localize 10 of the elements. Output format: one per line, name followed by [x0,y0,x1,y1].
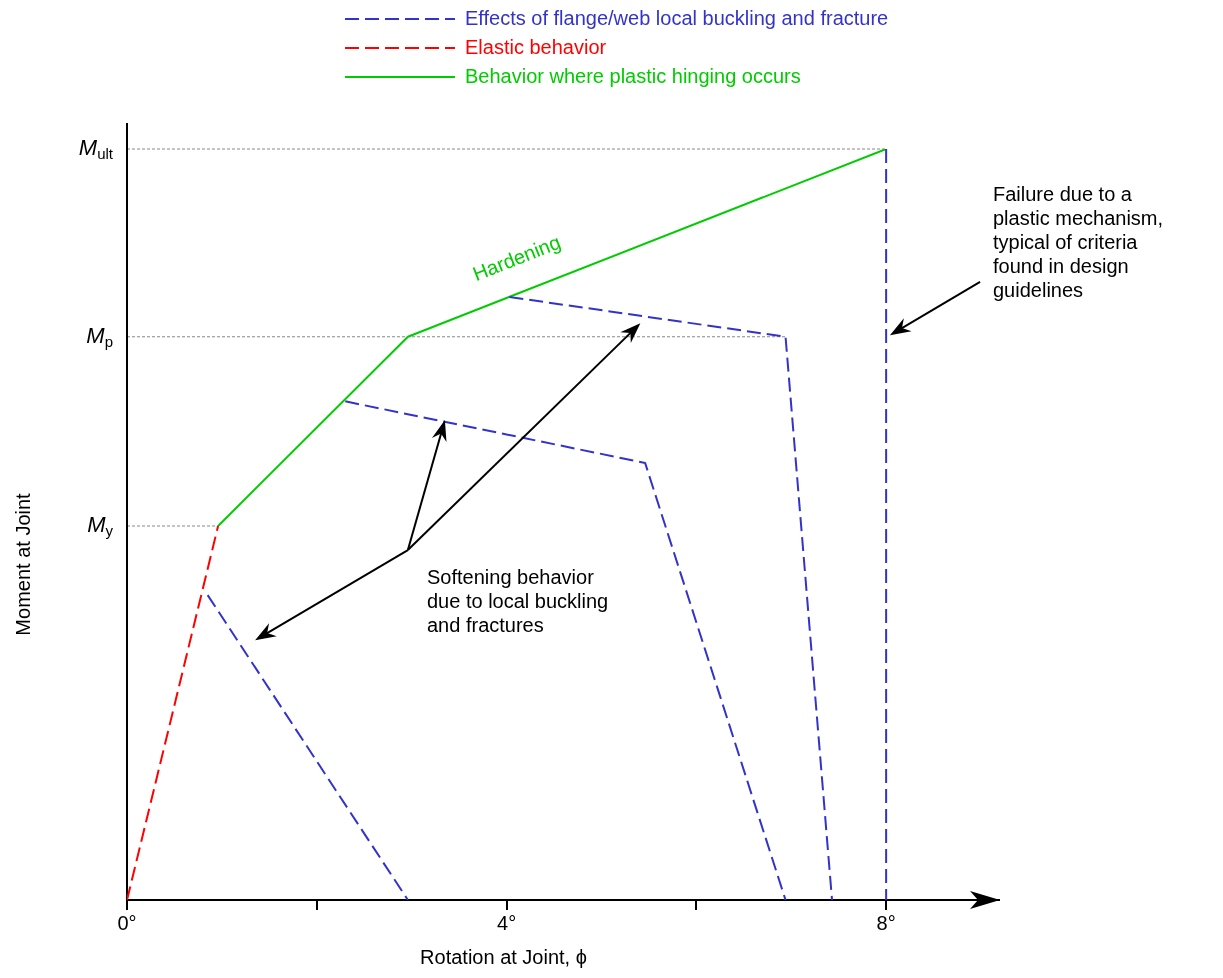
x-tick-label: 0° [117,911,137,934]
text: Elastic behavior [465,36,607,59]
text: Behavior where plastic hinging occurs [465,65,801,88]
annotation: Softening behavior due to local buckling and fractures [427,565,609,637]
y-axis-title: Moment at Joint [11,492,34,636]
text: Effects of flange/web local buckling and fracture [465,7,889,30]
x-tick-label: 8° [876,911,896,934]
x-tick-label: 4° [497,911,517,934]
x-axis-title: Rotation at Joint, ϕ [420,945,587,968]
annotation: Failure due to a plastic mechanism, typical of criteria found in design guidelines [993,182,1164,302]
